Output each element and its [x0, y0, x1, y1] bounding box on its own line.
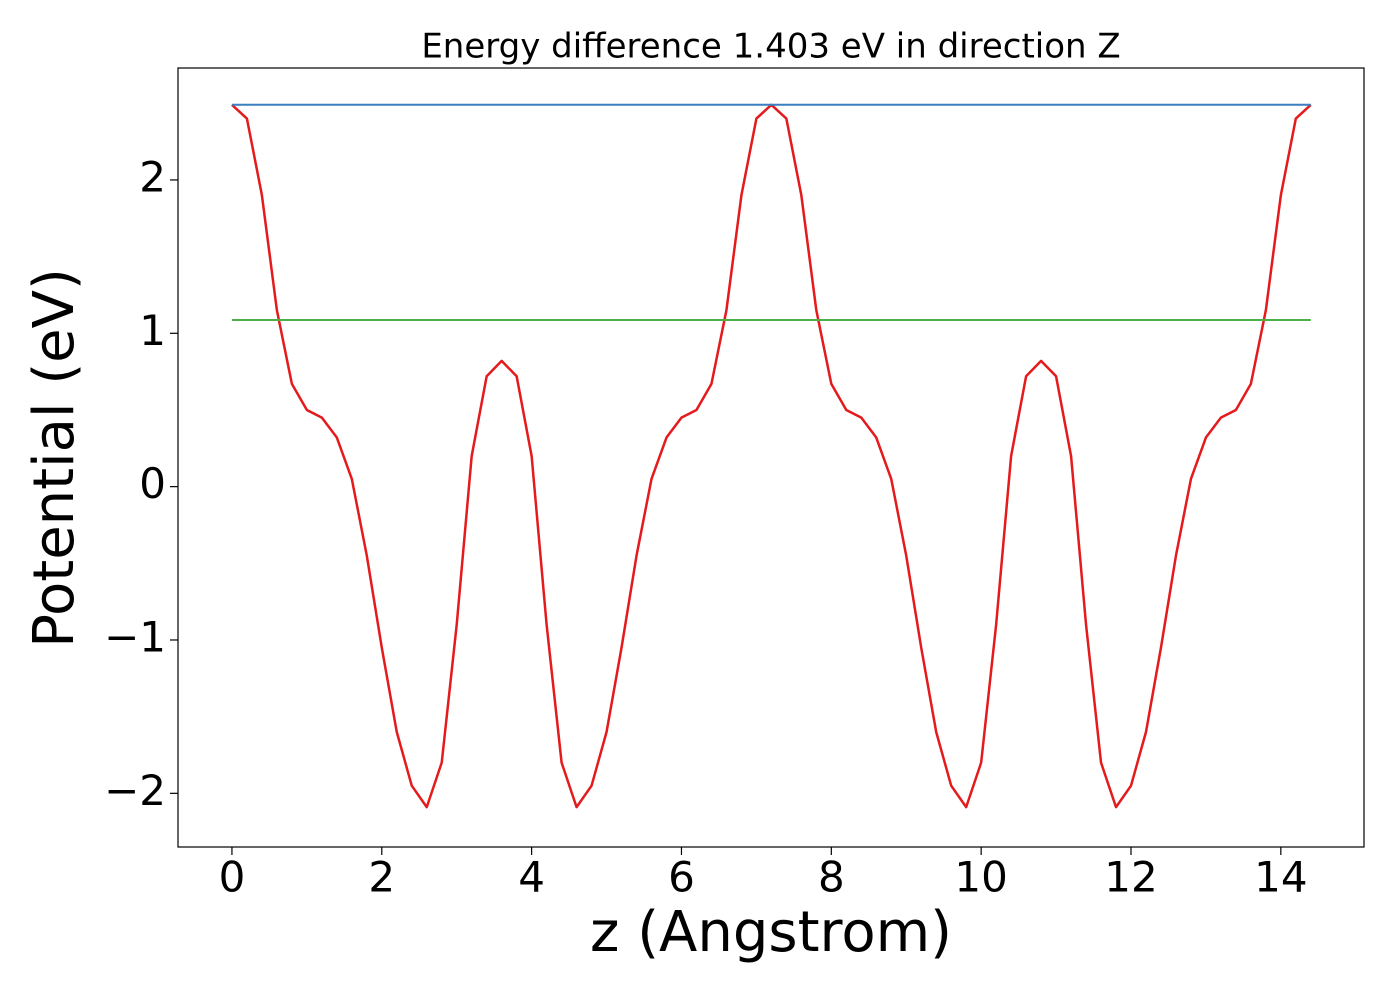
- x-tick-label: 2: [368, 853, 395, 902]
- x-tick-label: 6: [668, 853, 695, 902]
- x-tick-label: 4: [518, 853, 545, 902]
- y-tick-label: −2: [104, 766, 166, 815]
- x-axis-label: z (Angstrom): [590, 900, 952, 965]
- plot-frame: [177, 67, 1365, 848]
- line-series: [231, 103, 1312, 809]
- x-tick-label: 12: [1104, 853, 1157, 902]
- chart-title: Energy difference 1.403 eV in direction …: [421, 27, 1120, 67]
- x-tick-label: 14: [1254, 853, 1307, 902]
- y-tick-label: −1: [104, 612, 166, 661]
- x-tick-label: 10: [954, 853, 1007, 902]
- y-tick-label: 0: [139, 459, 166, 508]
- y-tick-label: 2: [139, 152, 166, 201]
- x-tick-label: 8: [818, 853, 845, 902]
- x-tick-label: 0: [219, 853, 246, 902]
- y-axis-label: Potential (eV): [22, 268, 87, 648]
- y-tick-label: 1: [139, 306, 166, 355]
